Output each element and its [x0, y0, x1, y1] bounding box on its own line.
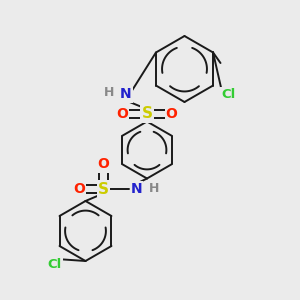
Text: O: O [73, 182, 85, 196]
Text: H: H [149, 182, 159, 196]
Text: O: O [116, 107, 128, 121]
Text: O: O [166, 107, 178, 121]
Text: S: S [98, 182, 109, 196]
Text: H: H [104, 86, 115, 100]
Text: N: N [120, 88, 132, 101]
Text: Cl: Cl [48, 258, 62, 271]
Text: S: S [142, 106, 152, 122]
Text: N: N [131, 182, 142, 196]
Text: O: O [98, 158, 110, 171]
Text: Cl: Cl [221, 88, 235, 101]
